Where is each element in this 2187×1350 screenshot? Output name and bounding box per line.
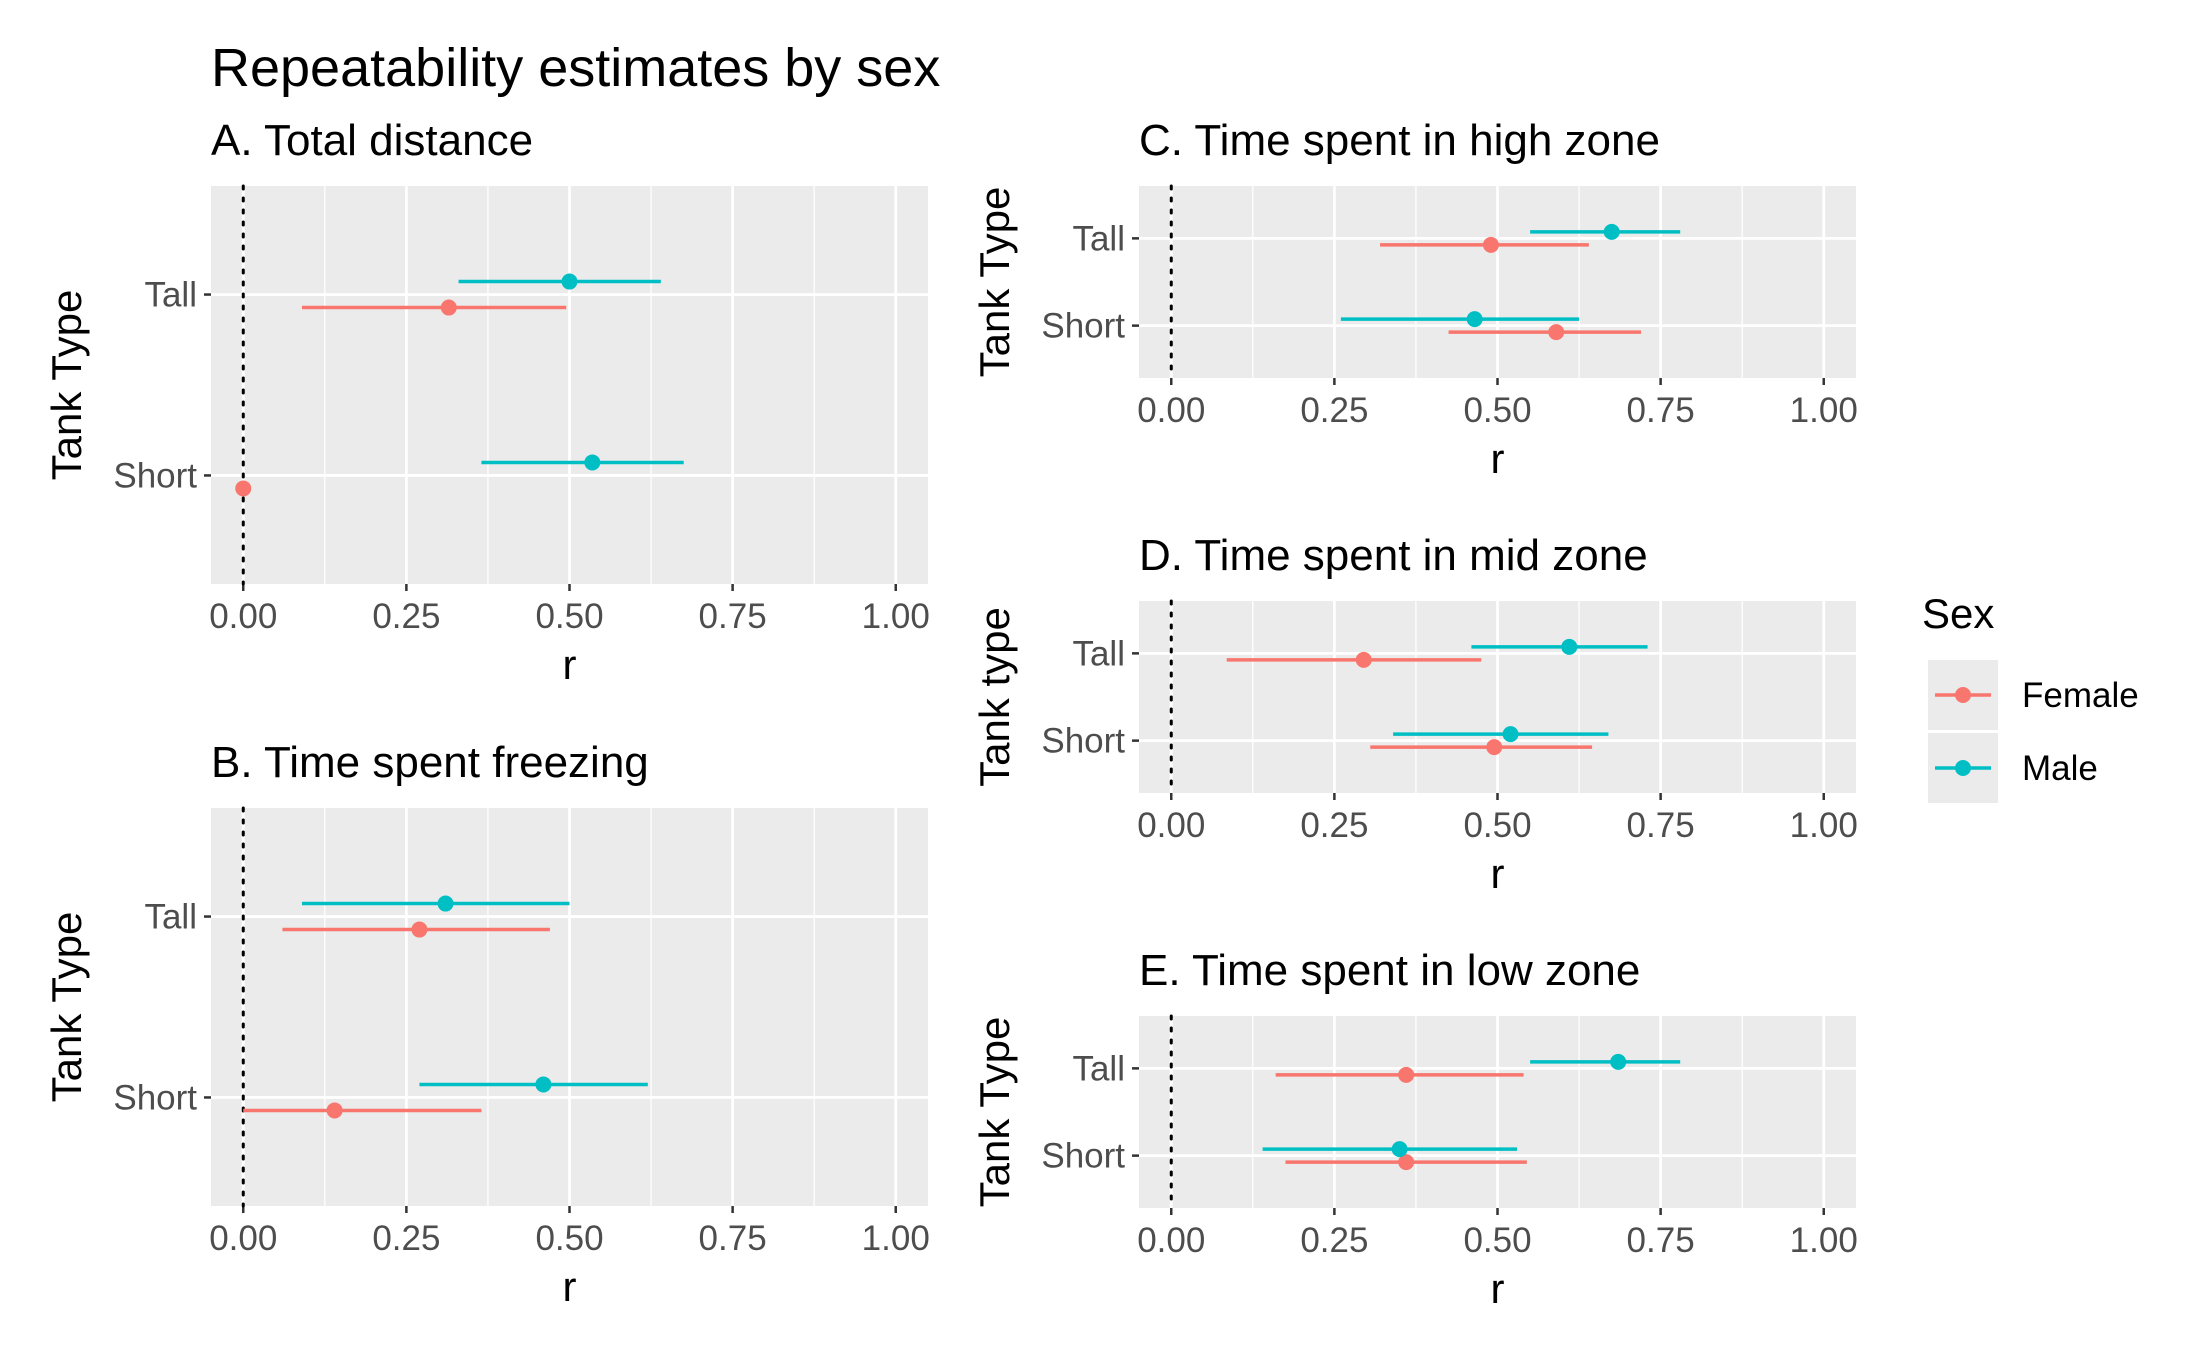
x-tick-label: 0.25	[1300, 806, 1368, 845]
x-tick-label: 1.00	[1790, 391, 1858, 430]
panel-title: A. Total distance	[211, 116, 533, 165]
x-axis-title: r	[1491, 850, 1505, 897]
y-tick-label: Tall	[144, 276, 197, 315]
x-tick-label: 0.00	[209, 597, 277, 636]
panel-title: B. Time spent freezing	[211, 738, 649, 787]
panel-b: B. Time spent freezing 0.00 0.25 0.50 0.75 1.…	[43, 738, 930, 1310]
point-male	[1610, 1053, 1627, 1070]
legend-label: Male	[2022, 749, 2098, 788]
panel-e: E. Time spent in low zone 0.00 0.25 0.50 0.7…	[971, 946, 1858, 1312]
x-tick-label: 1.00	[1790, 806, 1858, 845]
panel-title: D. Time spent in mid zone	[1139, 531, 1648, 580]
point-male	[1603, 223, 1620, 240]
y-axis-title: Tank Type	[971, 1017, 1018, 1208]
y-tick-label: Short	[113, 1078, 197, 1117]
y-tick-label: Tall	[1072, 1049, 1125, 1088]
x-axis-title: r	[563, 641, 577, 688]
y-axis-title: Tank Type	[43, 912, 90, 1103]
y-tick-label: Tall	[1072, 634, 1125, 673]
y-axis-title: Tank Type	[971, 187, 1018, 378]
point-female	[1398, 1066, 1415, 1083]
x-axis-title: r	[1491, 1265, 1505, 1312]
point-male	[437, 895, 454, 912]
panels: A. Total distance 0.00 0.25 0.50 0.75 1.00 Sho…	[43, 116, 1858, 1312]
legend-label: Female	[2022, 676, 2139, 715]
y-tick-label: Short	[1041, 722, 1125, 761]
x-axis-title: r	[1491, 435, 1505, 482]
title-clip-cover	[948, 30, 1028, 102]
point-female	[1355, 651, 1372, 668]
y-axis-title: Tank Type	[43, 290, 90, 481]
x-tick-label: 0.75	[1627, 806, 1695, 845]
legend-title: Sex	[1922, 590, 1994, 637]
x-tick-label: 1.00	[1790, 1221, 1858, 1260]
y-tick-label: Short	[113, 456, 197, 495]
panel-c: C. Time spent in high zone 0.00 0.25 0.50 0.…	[971, 116, 1858, 482]
point-female	[1398, 1154, 1415, 1171]
x-tick-label: 0.50	[535, 597, 603, 636]
legend-key-point	[1955, 687, 1971, 703]
x-tick-label: 0.25	[1300, 391, 1368, 430]
x-tick-label: 0.75	[1627, 391, 1695, 430]
point-male	[535, 1076, 552, 1093]
point-male	[561, 273, 578, 290]
legend: Sex Female Male	[1922, 590, 2139, 803]
panel-title: C. Time spent in high zone	[1139, 116, 1660, 165]
figure-title: Repeatability estimates by sex	[211, 38, 940, 98]
x-tick-label: 0.75	[699, 1219, 767, 1258]
point-male	[1561, 638, 1578, 655]
point-male	[1466, 311, 1483, 328]
point-female	[411, 921, 428, 938]
x-tick-label: 1.00	[862, 597, 930, 636]
y-tick-label: Tall	[1072, 219, 1125, 258]
x-tick-label: 0.75	[1627, 1221, 1695, 1260]
point-female	[1548, 324, 1565, 341]
x-tick-label: 0.25	[1300, 1221, 1368, 1260]
legend-key-point	[1955, 760, 1971, 776]
panel-title: E. Time spent in low zone	[1139, 946, 1640, 995]
x-tick-label: 0.00	[1137, 1221, 1205, 1260]
y-tick-label: Tall	[144, 898, 197, 937]
x-tick-label: 0.50	[535, 1219, 603, 1258]
x-tick-label: 0.25	[372, 1219, 440, 1258]
y-tick-label: Short	[1041, 307, 1125, 346]
x-tick-label: 0.50	[1463, 391, 1531, 430]
point-male	[1502, 726, 1519, 743]
point-female	[440, 299, 457, 316]
x-tick-label: 1.00	[862, 1219, 930, 1258]
point-male	[1391, 1141, 1408, 1158]
point-female	[326, 1102, 343, 1119]
panel-d: D. Time spent in mid zone 0.00 0.25 0.50 0.7…	[971, 531, 1858, 897]
x-tick-label: 0.00	[209, 1219, 277, 1258]
point-female	[1486, 739, 1503, 756]
x-tick-label: 0.00	[1137, 806, 1205, 845]
x-tick-label: 0.75	[699, 597, 767, 636]
point-male	[584, 454, 601, 471]
x-tick-label: 0.25	[372, 597, 440, 636]
x-tick-label: 0.50	[1463, 1221, 1531, 1260]
x-tick-label: 0.50	[1463, 806, 1531, 845]
point-female	[235, 480, 252, 497]
panel-a: A. Total distance 0.00 0.25 0.50 0.75 1.00 Sho…	[43, 116, 930, 688]
x-tick-label: 0.00	[1137, 391, 1205, 430]
y-axis-title: Tank type	[971, 607, 1018, 787]
point-female	[1482, 236, 1499, 253]
x-axis-title: r	[563, 1263, 577, 1310]
y-tick-label: Short	[1041, 1137, 1125, 1176]
